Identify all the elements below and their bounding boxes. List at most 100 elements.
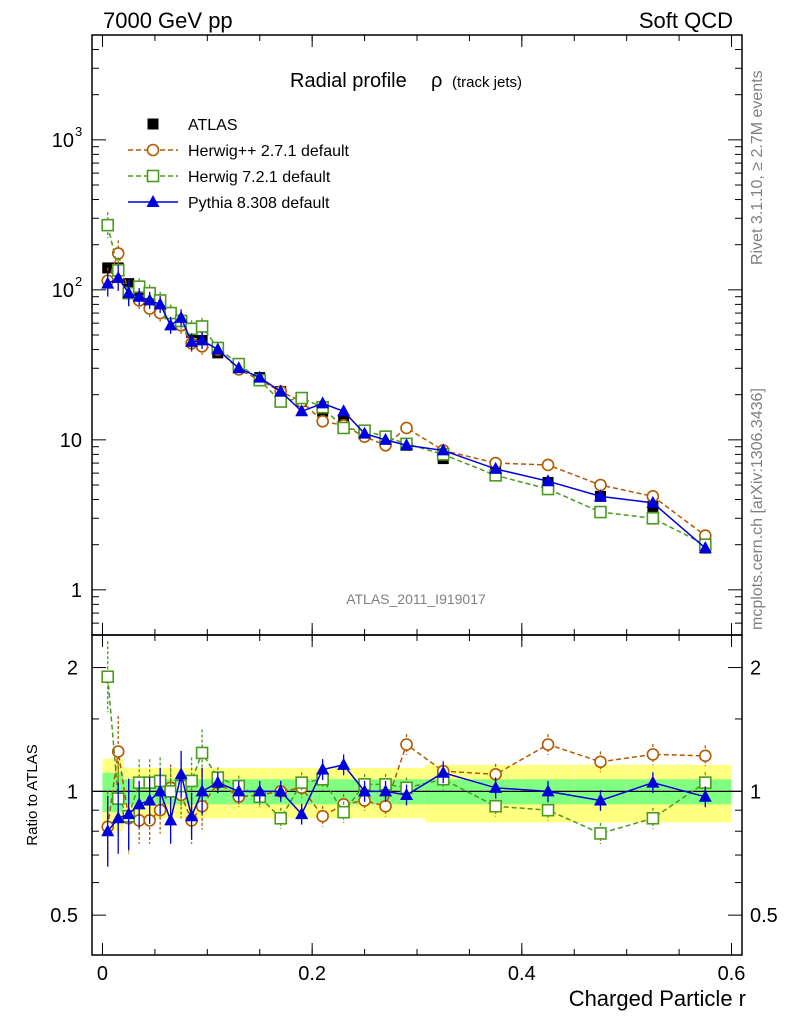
series-layer	[101, 212, 712, 867]
data-point	[400, 421, 413, 435]
data-point	[211, 342, 225, 355]
ratio-point	[164, 785, 177, 798]
data-point	[358, 426, 372, 439]
chart-title-suffix: (track jets)	[452, 74, 522, 91]
ratio-point	[489, 780, 503, 793]
ratio-tick-label-right: 0.5	[750, 905, 778, 927]
series-3	[101, 265, 712, 867]
ratio-point	[211, 775, 225, 788]
data-point	[111, 247, 125, 260]
ratio-point	[541, 784, 555, 797]
ratio-point	[316, 762, 330, 775]
legend: ATLAS Herwig++ 2.7.1 default Herwig 7.2.1 …	[128, 117, 350, 212]
y-tick-label: 10	[52, 130, 74, 152]
x-axis: 0 0.2 0.4 0.6	[97, 35, 746, 985]
series-2	[101, 212, 712, 852]
data-point	[400, 438, 414, 451]
series-line-main	[106, 224, 706, 546]
series-0	[102, 262, 711, 554]
data-point	[143, 293, 157, 306]
data-point	[594, 478, 607, 492]
ratio-point	[143, 793, 157, 806]
ratio-tick-label-left: 1	[67, 781, 78, 803]
legend-marker	[146, 143, 160, 157]
header-right: Soft QCD	[639, 8, 733, 33]
ratio-point	[699, 749, 712, 763]
y-tick-label: 1	[71, 580, 82, 602]
data-point	[436, 443, 450, 456]
ratio-point	[101, 824, 115, 837]
chart-title: Radial profile ρ (track jets)	[290, 70, 522, 92]
ratio-point	[400, 787, 414, 800]
data-point	[594, 505, 607, 519]
legend-marker	[146, 169, 160, 183]
ratio-point	[122, 807, 136, 820]
x-tick-label: 0	[97, 963, 108, 985]
data-point	[232, 361, 246, 374]
data-point	[195, 320, 209, 333]
ratio-point	[185, 774, 198, 788]
data-point	[593, 489, 607, 502]
ratio-tick-label-left: 2	[67, 658, 78, 680]
ratio-point	[541, 738, 555, 751]
data-point	[101, 276, 115, 289]
ratio-point	[153, 784, 167, 797]
ratio-tick-label-left: 0.5	[50, 905, 78, 927]
data-point	[541, 458, 555, 472]
data-point	[122, 286, 136, 299]
y-tick-label: 10	[52, 280, 74, 302]
ratio-tick-label-right: 1	[750, 781, 761, 803]
data-point	[489, 461, 503, 474]
ratio-point	[337, 805, 350, 819]
analysis-tag: ATLAS_2011_I919017	[346, 591, 486, 607]
data-point	[316, 414, 329, 428]
ratio-point	[646, 811, 660, 825]
data-point	[541, 474, 555, 487]
x-tick-label: 0.6	[718, 963, 746, 985]
ratio-point	[111, 811, 125, 824]
ratio-point	[646, 748, 660, 761]
legend-label: ATLAS	[188, 117, 238, 134]
ratio-point	[594, 755, 607, 769]
data-point	[253, 370, 267, 383]
data-point	[337, 421, 350, 435]
legend-label: Herwig++ 2.7.1 default	[188, 143, 350, 160]
ratio-point	[489, 799, 502, 813]
y-tick-label: 10	[60, 430, 82, 452]
legend-label: Pythia 8.308 default	[188, 195, 330, 212]
ratio-point	[164, 813, 178, 826]
data-point	[164, 318, 178, 331]
data-point	[185, 334, 199, 347]
data-point	[274, 384, 288, 397]
series-line-ratio	[106, 743, 706, 827]
data-point	[337, 404, 351, 417]
data-point	[132, 289, 146, 302]
data-point	[379, 432, 393, 445]
ratio-y-axis: 0.5 0.5 1 1 2 2	[50, 658, 778, 928]
ratio-point	[232, 784, 246, 797]
ratio-point	[541, 803, 555, 817]
legend-marker	[146, 195, 160, 207]
ratio-point	[195, 784, 209, 797]
side-label-bottom: mcplots.cern.ch [arXiv:1306.3436]	[749, 388, 766, 630]
ratio-point	[316, 809, 329, 823]
series-line-main	[107, 276, 706, 549]
data-point	[174, 310, 188, 323]
ratio-point	[379, 799, 392, 813]
ratio-tick-label-right: 2	[750, 658, 761, 680]
ratio-point	[274, 811, 288, 825]
ratio-point	[436, 765, 450, 778]
x-tick-label: 0.2	[298, 963, 326, 985]
data-point	[111, 270, 125, 283]
data-point	[646, 511, 660, 525]
ratio-point	[400, 738, 413, 751]
data-point	[101, 218, 115, 232]
y-tick-exponent: 3	[75, 124, 82, 139]
header-left: 7000 GeV pp	[103, 8, 233, 33]
ratio-point	[698, 789, 712, 802]
ratio-point	[379, 784, 393, 797]
x-axis-label: Charged Particle r	[569, 986, 746, 1011]
ratio-point	[358, 784, 372, 797]
ratio-point	[295, 776, 308, 789]
ratio-point	[132, 797, 146, 810]
